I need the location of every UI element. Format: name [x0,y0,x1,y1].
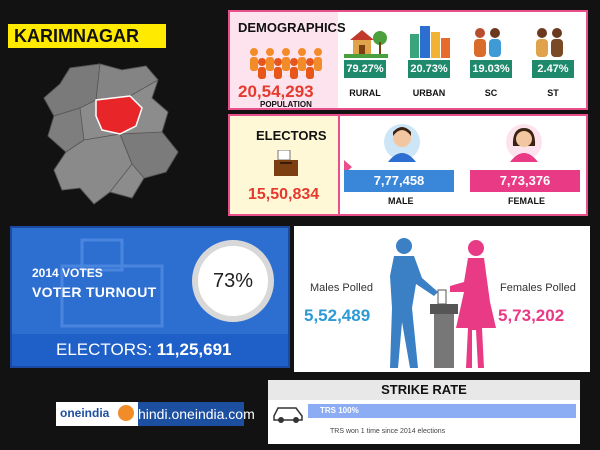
sc-label: SC [484,88,498,98]
electors-total-value: 15,50,834 [248,186,320,203]
site-url: hindi.oneindia.com [138,402,255,426]
electors-heading: ELECTORS [256,128,327,143]
logo-text: oneindia [60,406,110,420]
turnout-electors: ELECTORS: 11,25,691 [56,340,232,360]
demographics-heading: DEMOGRAPHICS [238,20,346,35]
st-people-icon [536,28,563,57]
rural-house-icon [344,30,388,58]
voters-casting-ballot-icon [390,238,496,368]
male-electors-value: 7,77,458 [344,170,454,192]
turnout-electors-label: ELECTORS: [56,340,153,359]
district-title: KARIMNAGAR [8,24,166,48]
strike-rate-note: TRS won 1 time since 2014 elections [330,428,446,435]
population-label: POPULATION [260,100,312,109]
male-label: MALE [388,196,414,206]
ballot-box-icon [274,150,298,176]
electors-total-block: ELECTORS 15,50,834 [230,116,340,214]
electors-panel: ELECTORS 15,50,834 7,77,458 7,73,376 MAL… [228,114,588,216]
oneindia-logo[interactable]: oneindia hindi.oneindia.com [56,402,255,426]
st-percent: 2.47% [532,60,574,78]
sc-people-icon [474,28,501,57]
voter-turnout-panel: 2014 VOTES VOTER TURNOUT 73% ELECTORS: 1… [10,226,290,368]
males-polled-label: Males Polled [310,282,373,294]
strike-rate-heading: STRIKE RATE [268,380,580,400]
females-polled-value: 5,73,202 [498,306,565,325]
urban-label: URBAN [412,88,446,98]
highlighted-district [95,95,143,135]
strike-rate-panel: STRIKE RATE TRS 100% TRS won 1 time sinc… [268,380,580,444]
demographics-panel: DEMOGRAPHICS 20,54,293 POPULATION [228,10,588,110]
polled-panel: Males Polled 5,52,489 Females Polled 5,7… [294,226,590,372]
state-map [43,63,179,205]
turnout-electors-value: 11,25,691 [156,340,232,359]
strike-rate-bar [308,404,576,418]
rural-label: RURAL [349,88,381,98]
males-polled-value: 5,52,489 [304,306,371,325]
female-avatar-icon [506,124,542,162]
females-polled-label: Females Polled [500,282,576,294]
female-label: FEMALE [508,196,545,206]
turnout-year-label: 2014 VOTES [32,266,103,280]
population-value: 20,54,293 [238,82,314,101]
turnout-title: VOTER TURNOUT [32,284,157,300]
turnout-percent: 73% [192,240,274,322]
rural-percent: 79.27% [344,60,386,78]
female-electors-value: 7,73,376 [470,170,580,192]
strike-rate-bar-text: TRS 100% [320,406,359,415]
population-block: DEMOGRAPHICS 20,54,293 POPULATION [230,12,346,109]
car-icon [273,407,303,423]
urban-percent: 20.73% [408,60,450,78]
male-avatar-icon [384,124,420,162]
ballot-watermark-icon [60,238,164,328]
population-people-icon [250,48,322,79]
logo-mark-icon [118,405,134,421]
st-label: ST [547,88,559,98]
sc-percent: 19.03% [470,60,512,78]
urban-buildings-icon [410,26,450,58]
turnout-electors-strip [12,334,288,366]
